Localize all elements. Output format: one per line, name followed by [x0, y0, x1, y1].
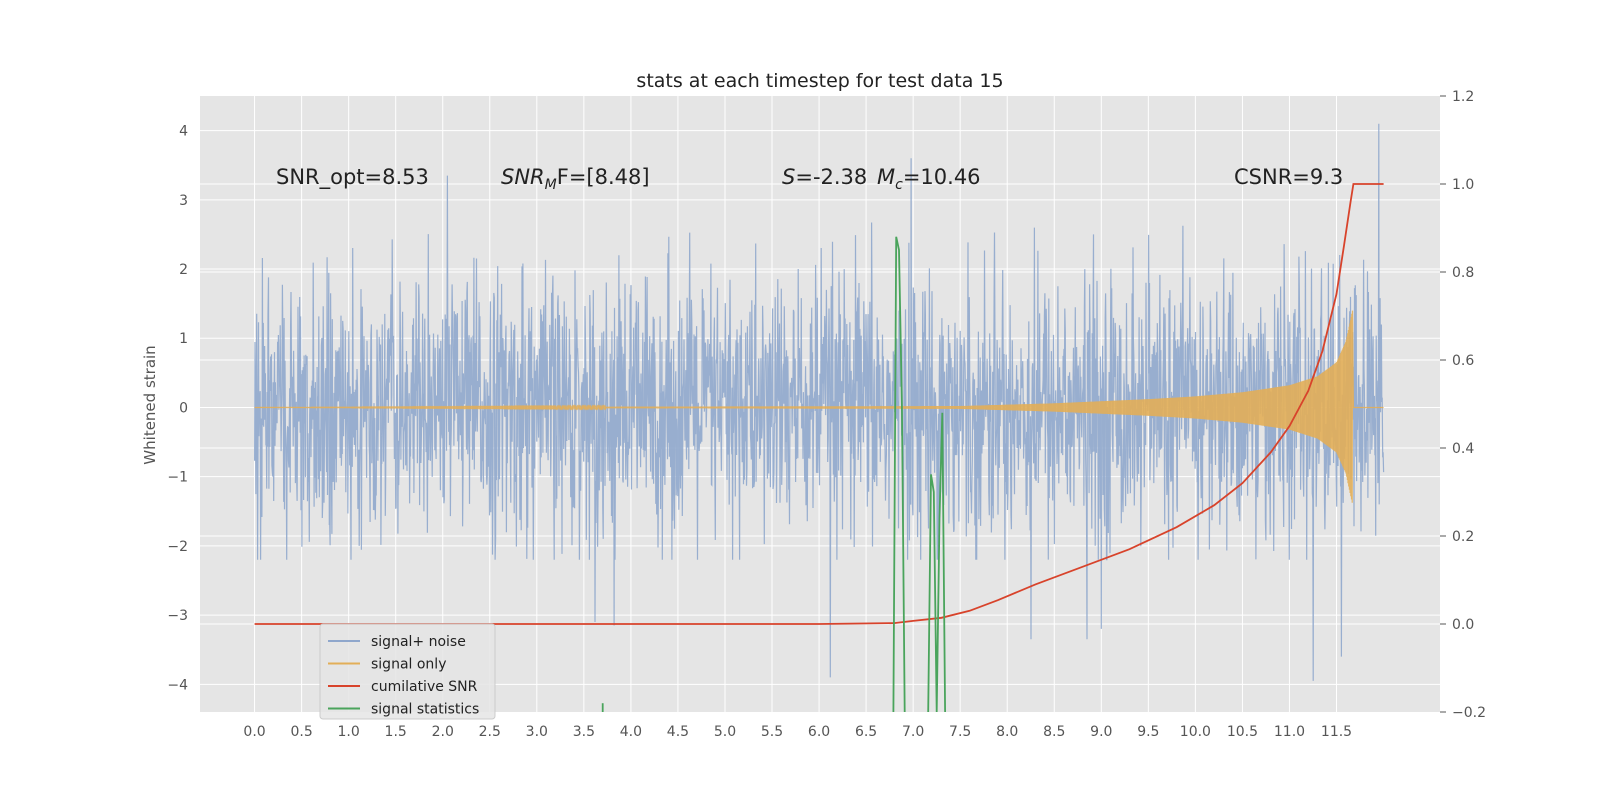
x-tick-label: 1.0 [338, 724, 360, 740]
annotation-csnr: CSNR=9.3 [1234, 165, 1343, 189]
x-tick-label: 7.5 [949, 724, 971, 740]
y-right-tick-label: 1.2 [1452, 89, 1474, 105]
y-tick-label: 2 [179, 262, 188, 278]
series-layer [254, 123, 1385, 713]
annotation-mc-value: =10.46 [903, 165, 981, 189]
x-tick-label: 5.5 [761, 724, 783, 740]
legend-box [319, 623, 496, 720]
y-ticks: −4 −3 −2 −1 0 1 2 3 4 [167, 124, 188, 694]
x-tick-label: 10.5 [1227, 724, 1258, 740]
x-tick-label: 2.0 [432, 724, 454, 740]
annotation-s: S=-2.38 [782, 165, 867, 189]
x-tick-label: 11.0 [1274, 724, 1305, 740]
y-right-tick-label: 0.0 [1452, 617, 1474, 633]
x-tick-label: 4.5 [667, 724, 689, 740]
x-tick-label: 2.5 [479, 724, 501, 740]
legend-label-signal-statistics: signal statistics [371, 702, 479, 718]
x-tick-label: 9.5 [1137, 724, 1159, 740]
y-right-tick-label: 0.4 [1452, 441, 1474, 457]
series-signal-only [254, 310, 1384, 503]
y-tick-label: −1 [167, 470, 188, 486]
x-tick-label: 8.0 [996, 724, 1018, 740]
y-ticks-right: −0.2 0.0 0.2 0.4 0.6 0.8 1.0 1.2 [1440, 89, 1486, 721]
x-tick-label: 1.5 [385, 724, 407, 740]
y-tick-label: −2 [167, 539, 188, 555]
y-right-tick-label: 0.8 [1452, 265, 1474, 281]
x-tick-label: 6.5 [855, 724, 877, 740]
y-right-tick-label: 0.2 [1452, 529, 1474, 545]
series-cumilative-snr [254, 183, 1384, 625]
annotation-mc-sub: c [895, 177, 903, 193]
legend: signal+ noise signal only cumilative SNR si… [319, 623, 496, 720]
y-right-tick-label: 0.6 [1452, 353, 1474, 369]
x-tick-label: 10.0 [1180, 724, 1211, 740]
x-tick-label: 3.0 [526, 724, 548, 740]
series-signal-statistics-segment [927, 412, 946, 713]
y-tick-label: 4 [179, 124, 188, 140]
annotation-mc-base: M [877, 165, 895, 189]
annotation-snr-mf-rest: F=[8.48] [557, 165, 650, 189]
y-tick-label: −4 [167, 677, 188, 693]
x-tick-label: 6.0 [808, 724, 830, 740]
annotation-snr-mf: SNRMF=[8.48] [501, 165, 650, 193]
x-ticks: 0.0 0.5 1.0 1.5 2.0 2.5 3.0 3.5 4.0 4.5 5.0 5.5 6.0 6… [243, 724, 1352, 740]
y-tick-label: 1 [179, 331, 188, 347]
x-tick-label: 9.0 [1090, 724, 1112, 740]
y-tick-label: −3 [167, 608, 188, 624]
series-signal-statistics-segment [892, 236, 906, 713]
x-tick-label: 8.5 [1043, 724, 1065, 740]
annotation-mc: Mc=10.46 [877, 165, 981, 193]
y-right-tick-label: 1.0 [1452, 177, 1474, 193]
y-tick-label: 0 [179, 400, 188, 416]
legend-label-signal-only: signal only [371, 657, 446, 673]
annotation-snr-mf-base: SNR [501, 165, 545, 189]
y-tick-label: 3 [179, 193, 188, 209]
legend-label-cumilative-snr: cumilative SNR [371, 679, 478, 695]
y-right-tick-label: −0.2 [1452, 705, 1486, 721]
x-tick-label: 0.5 [290, 724, 312, 740]
legend-label-signal-noise: signal+ noise [371, 634, 466, 650]
x-tick-label: 7.0 [902, 724, 924, 740]
annotation-snr-mf-sub: M [545, 177, 557, 193]
chart-title: stats at each timestep for test data 15 [636, 70, 1003, 92]
x-tick-label: 3.5 [573, 724, 595, 740]
annotation-s-symbol: S [782, 165, 795, 189]
x-tick-label: 5.0 [714, 724, 736, 740]
y-axis-label: Whitened strain [141, 345, 159, 464]
series-signal-noise [254, 123, 1385, 681]
annotation-snr-opt: SNR_opt=8.53 [276, 165, 429, 190]
x-tick-label: 4.0 [620, 724, 642, 740]
x-tick-label: 0.0 [243, 724, 265, 740]
x-tick-label: 11.5 [1321, 724, 1352, 740]
annotations: SNR_opt=8.53 SNRMF=[8.48] S=-2.38 Mc=10.… [276, 165, 1343, 193]
annotation-s-value: =-2.38 [795, 165, 867, 189]
